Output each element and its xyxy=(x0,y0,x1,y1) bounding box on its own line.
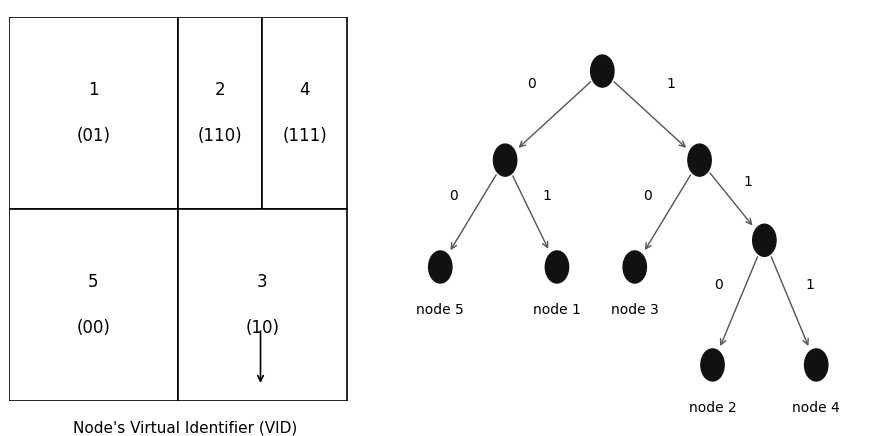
Circle shape xyxy=(545,251,569,283)
Text: (00): (00) xyxy=(77,319,110,337)
Text: node 3: node 3 xyxy=(611,303,659,317)
Circle shape xyxy=(805,349,828,381)
Bar xyxy=(178,17,263,209)
Circle shape xyxy=(687,144,712,176)
Text: Node's Virtual Identifier (VID): Node's Virtual Identifier (VID) xyxy=(73,420,298,436)
Text: 0: 0 xyxy=(527,78,536,92)
Text: 0: 0 xyxy=(449,189,458,203)
Bar xyxy=(178,209,347,401)
Text: 3: 3 xyxy=(257,273,267,291)
Circle shape xyxy=(623,251,646,283)
Text: node 5: node 5 xyxy=(417,303,464,317)
Text: (110): (110) xyxy=(198,127,242,145)
Circle shape xyxy=(701,349,724,381)
Text: 1: 1 xyxy=(89,82,98,99)
Bar xyxy=(9,17,178,209)
Text: node 1: node 1 xyxy=(533,303,581,317)
Circle shape xyxy=(753,224,776,256)
Circle shape xyxy=(493,144,517,176)
Bar xyxy=(263,17,347,209)
Text: 0: 0 xyxy=(714,278,723,292)
Text: node 2: node 2 xyxy=(688,401,737,415)
Circle shape xyxy=(591,55,614,87)
Text: 1: 1 xyxy=(543,189,552,203)
Circle shape xyxy=(428,251,452,283)
Bar xyxy=(9,209,178,401)
Text: (01): (01) xyxy=(76,127,111,145)
Text: 0: 0 xyxy=(644,189,652,203)
Text: (10): (10) xyxy=(245,319,280,337)
Text: 1: 1 xyxy=(744,175,753,189)
Text: node 4: node 4 xyxy=(792,401,840,415)
Text: 1: 1 xyxy=(805,278,814,292)
Text: (111): (111) xyxy=(283,127,327,145)
Text: 2: 2 xyxy=(215,82,225,99)
Text: 1: 1 xyxy=(666,78,675,92)
Text: 4: 4 xyxy=(299,82,310,99)
Text: 5: 5 xyxy=(89,273,98,291)
